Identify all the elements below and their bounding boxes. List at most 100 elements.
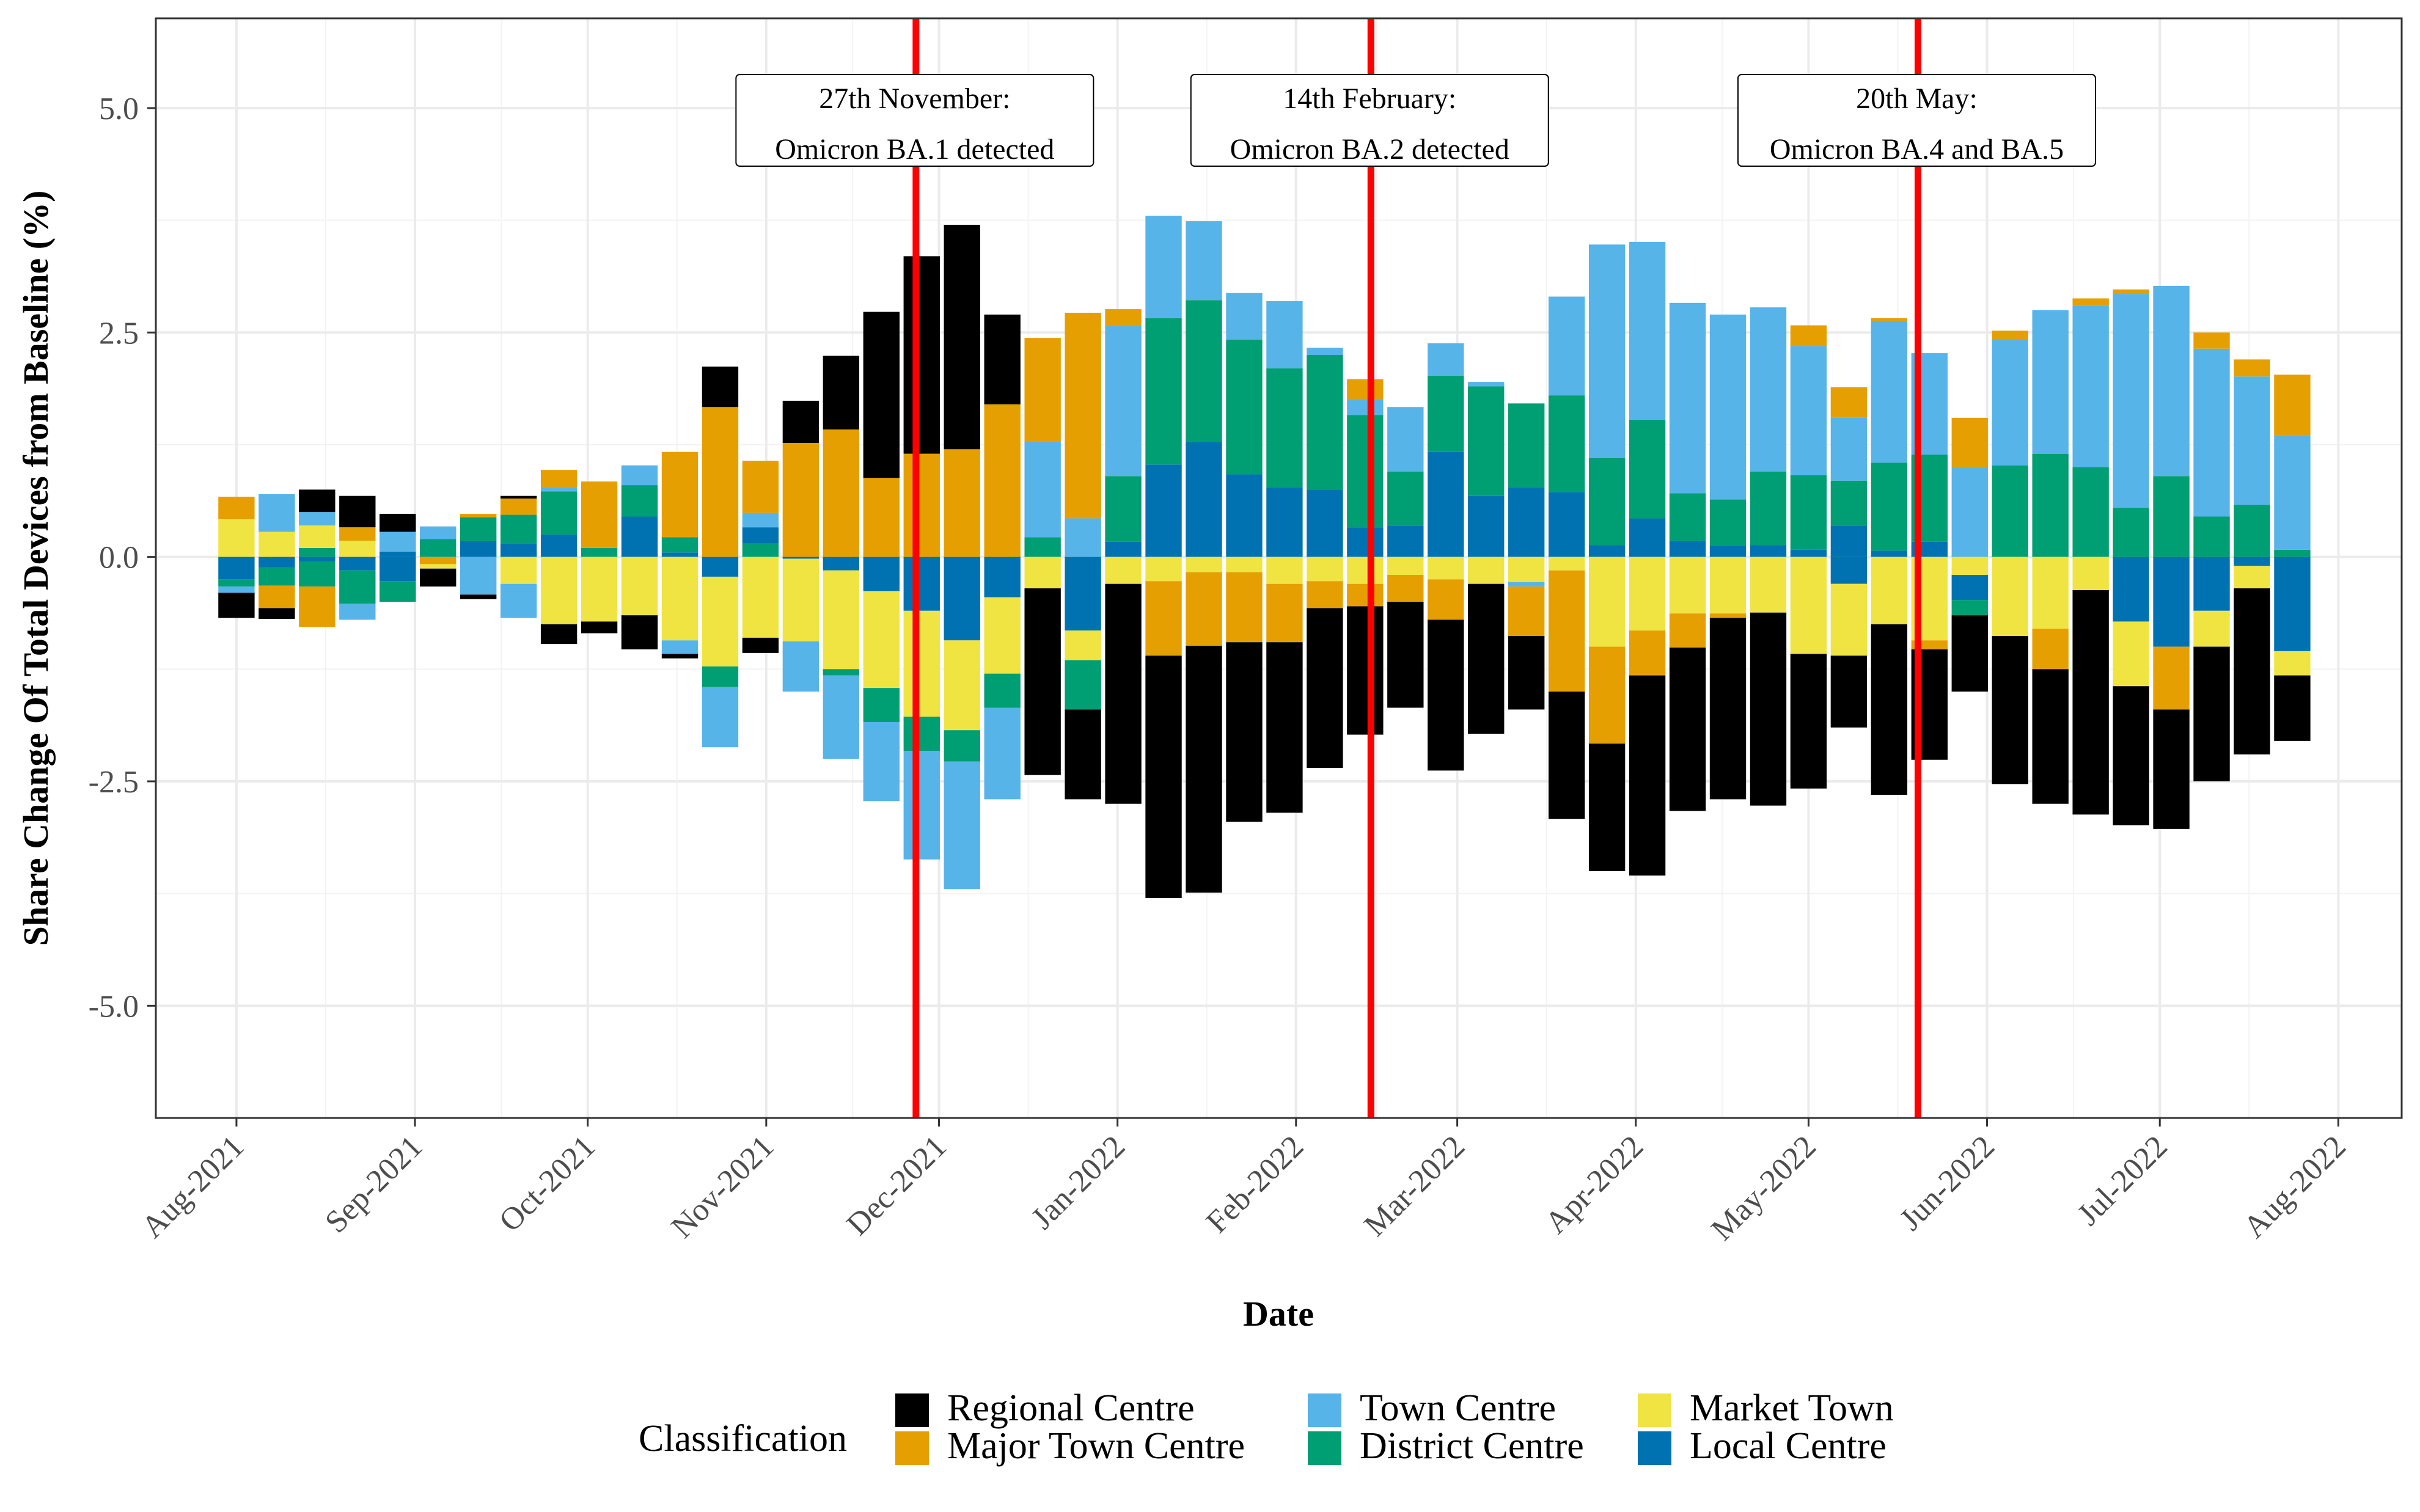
bar-segment — [420, 526, 457, 539]
bar-segment — [863, 722, 900, 802]
bar-stack — [863, 312, 900, 802]
bar-segment — [581, 547, 618, 557]
bar-stack — [540, 470, 578, 645]
bar-segment — [2072, 305, 2109, 467]
bar-segment — [1830, 656, 1868, 728]
bar-segment — [903, 453, 940, 557]
bar-segment — [1548, 692, 1585, 819]
bar-stack — [1226, 293, 1263, 822]
bar-segment — [339, 570, 376, 604]
bar-segment — [2193, 332, 2230, 349]
bar-segment — [1629, 419, 1666, 519]
bar-stack — [1186, 221, 1222, 893]
bar-segment — [299, 557, 336, 561]
bar-segment — [380, 557, 416, 582]
bar-segment — [1709, 546, 1747, 557]
bar-segment — [420, 557, 457, 564]
bar-segment — [420, 564, 457, 569]
bar-segment — [661, 640, 698, 654]
y-tick-label: -2.5 — [89, 765, 139, 800]
bar-segment — [1548, 492, 1585, 557]
bar-segment — [903, 717, 940, 751]
bar-segment — [1428, 557, 1464, 580]
bar-segment — [742, 461, 779, 513]
bar-segment — [2234, 588, 2270, 754]
bar-segment — [1226, 293, 1263, 340]
bar-segment — [1508, 582, 1545, 587]
bar-segment — [1428, 579, 1464, 620]
bar-segment — [1307, 355, 1343, 490]
bar-segment — [2234, 505, 2270, 557]
bar-segment — [1508, 403, 1545, 488]
x-tick-label: Nov-2021 — [665, 1129, 780, 1244]
legend-item: Market Town — [1638, 1387, 1894, 1429]
bar-segment — [2234, 566, 2270, 589]
bar-segment — [1145, 656, 1182, 898]
legend-swatch — [895, 1431, 929, 1465]
legend-swatch — [1638, 1393, 1671, 1427]
bar-segment — [1508, 635, 1545, 710]
bar-segment — [218, 497, 255, 519]
bar-segment — [2234, 376, 2270, 505]
bar-segment — [782, 641, 820, 692]
bar-segment — [1186, 221, 1222, 301]
legend-swatch — [1308, 1431, 1341, 1465]
bar-segment — [1186, 557, 1222, 572]
bar-segment — [1951, 467, 1988, 557]
bar-segment — [2072, 557, 2109, 590]
bar-segment — [2193, 610, 2230, 647]
bar-segment — [823, 356, 860, 429]
bar-segment — [702, 367, 739, 407]
bar-segment — [540, 470, 578, 488]
bar-segment — [1790, 346, 1827, 475]
bar-segment — [1024, 537, 1061, 557]
bar-segment — [984, 314, 1021, 404]
bar-segment — [1750, 472, 1787, 546]
bar-segment — [258, 531, 295, 557]
bar-segment — [1951, 600, 1988, 616]
event-label: 20th May: Omicron BA.4 and BA.5 — [1737, 74, 2096, 167]
event-label: 14th February: Omicron BA.2 detected — [1190, 74, 1549, 167]
bar-stack — [1992, 331, 2028, 784]
bar-segment — [1024, 588, 1061, 775]
bar-segment — [460, 517, 497, 541]
bar-segment — [863, 591, 900, 688]
bar-stack — [823, 356, 860, 759]
event-label-text: Omicron BA.4 and BA.5 — [1770, 133, 2064, 166]
bar-segment — [1750, 557, 1787, 613]
bar-stack — [621, 465, 658, 649]
bar-segment — [1790, 557, 1827, 654]
bar-segment — [258, 608, 295, 619]
x-tick-label: Aug-2021 — [135, 1129, 251, 1244]
bar-segment — [621, 557, 658, 616]
bar-segment — [1266, 583, 1303, 643]
bar-segment — [661, 552, 698, 557]
bar-segment — [380, 551, 416, 557]
bar-segment — [1750, 545, 1787, 557]
bar-segment — [218, 557, 255, 580]
bar-segment — [1387, 525, 1424, 557]
bar-segment — [1588, 545, 1626, 557]
bar-segment — [984, 707, 1021, 800]
bar-segment — [661, 451, 698, 538]
bar-segment — [823, 557, 860, 571]
bar-segment — [621, 516, 658, 557]
bar-segment — [984, 557, 1021, 597]
bar-segment — [1951, 557, 1988, 575]
bar-segment — [782, 558, 820, 641]
bar-segment — [1871, 624, 1908, 795]
bar-segment — [1669, 557, 1706, 614]
bar-stack — [742, 461, 779, 653]
bar-segment — [1508, 557, 1545, 582]
bar-segment — [1387, 602, 1424, 708]
bar-segment — [702, 557, 739, 577]
bar-segment — [944, 640, 980, 731]
bar-segment — [742, 527, 779, 544]
bar-segment — [1669, 541, 1706, 557]
bar-segment — [460, 541, 497, 557]
bar-segment — [2113, 507, 2149, 557]
bar-segment — [1548, 395, 1585, 492]
bar-stack — [1307, 348, 1343, 768]
bar-segment — [500, 583, 537, 618]
bar-stack — [1266, 301, 1303, 813]
